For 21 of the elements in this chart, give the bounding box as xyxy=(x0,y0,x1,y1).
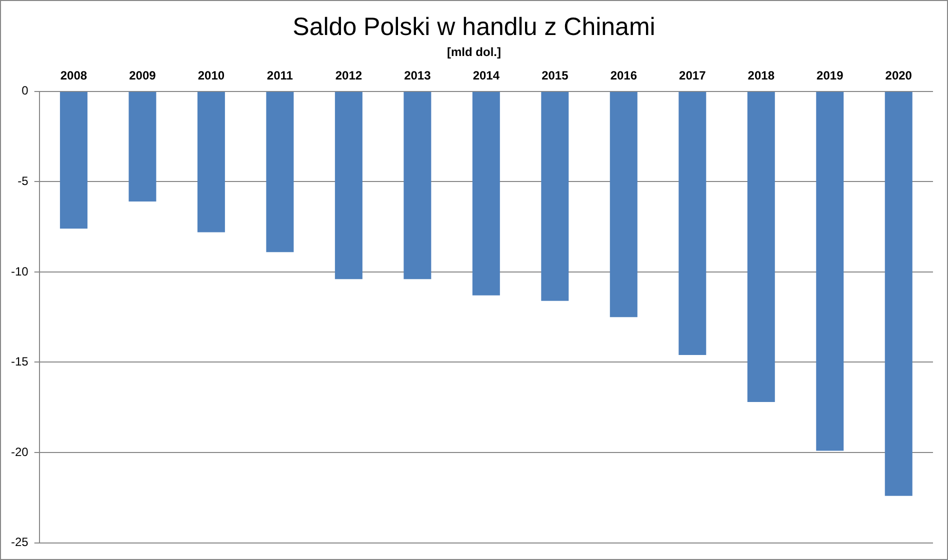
chart-subtitle: [mld dol.] xyxy=(446,45,502,59)
y-tick-label: -15 xyxy=(11,354,29,369)
x-tick-label: 2017 xyxy=(679,68,706,83)
x-tick-label: 2015 xyxy=(542,68,569,83)
x-tick-label: 2019 xyxy=(816,68,844,83)
y-tick-label: -10 xyxy=(11,264,29,278)
y-tick-label: 0 xyxy=(22,84,29,98)
x-tick-label: 2014 xyxy=(472,68,500,83)
y-tick-label: -25 xyxy=(11,535,29,550)
x-tick-label: 2009 xyxy=(129,68,156,83)
y-tick-label: -5 xyxy=(18,174,29,188)
x-tick-label: 2011 xyxy=(266,68,294,83)
x-tick-label: 2018 xyxy=(748,68,775,83)
x-tick-label: 2008 xyxy=(60,68,88,83)
x-tick-label: 2012 xyxy=(335,68,362,83)
x-tick-label: 2016 xyxy=(610,68,638,83)
x-tick-label: 2013 xyxy=(404,68,432,83)
x-tick-label: 2020 xyxy=(885,68,912,83)
y-tick-label: -20 xyxy=(11,444,29,459)
chart-title: Saldo Polski w handlu z Chinami xyxy=(292,13,656,42)
x-tick-label: 2010 xyxy=(198,68,225,83)
